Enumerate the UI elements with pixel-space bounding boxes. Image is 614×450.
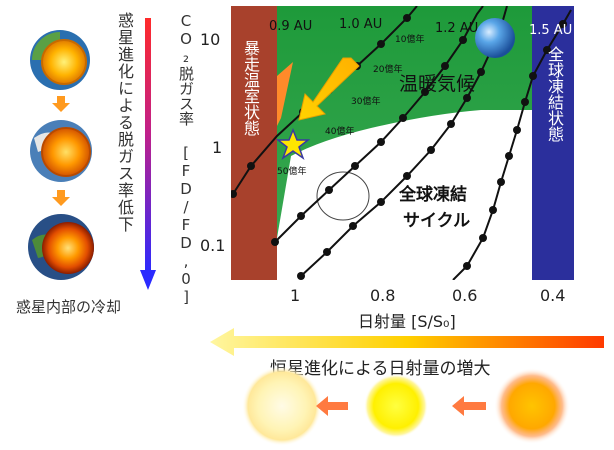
planet-cooled-icon (28, 214, 94, 280)
au-label: 0.9 AU (269, 19, 312, 34)
y-tick-label: 10 (200, 30, 221, 49)
age-label: 20億年 (373, 63, 402, 75)
young-sun-icon (494, 368, 570, 444)
y-axis-label: CO₂脱ガス率 [FD/FD,0] (177, 12, 195, 306)
future-sun-icon (242, 366, 322, 446)
planet-middle-icon (30, 120, 92, 182)
left-arrow-icon (316, 396, 348, 416)
planet-caption: 惑星内部の冷却 (16, 298, 122, 316)
au-label: 1.5 AU (529, 23, 572, 38)
age-label: 40億年 (325, 125, 354, 137)
evolution-direction-arrow (298, 57, 360, 121)
x-tick-label: 0.8 (370, 286, 396, 305)
au-label: 1.2 AU (435, 21, 478, 36)
climate-regime-diagram: 0.9 AU 1.0 AU 1.2 AU 1.5 AU 10億年 20億年 30… (231, 6, 574, 280)
age-label: 50億年 (277, 165, 306, 177)
warm-climate-label: 温暖気候 (399, 73, 475, 95)
snowball-cycle-label: 全球凍結 (398, 184, 467, 205)
current-earth-star-icon (275, 127, 311, 160)
down-arrow-icon (52, 190, 70, 206)
x-tick-label: 1 (290, 286, 301, 305)
left-arrow-icon (452, 396, 486, 416)
x-axis-label: 日射量 [S/S₀] (358, 312, 456, 331)
sun-evolution-row (242, 366, 570, 446)
snowball-state-region (532, 6, 574, 280)
runaway-greenhouse-label: 暴走温室状態 (241, 40, 260, 136)
outgassing-arrow-label: 惑星進化による脱ガス率低下 (115, 12, 134, 233)
x-tick-label: 0.6 (452, 286, 478, 305)
y-tick-label: 0.1 (200, 236, 226, 255)
age-label: 10億年 (395, 33, 424, 45)
y-tick-label: 1 (212, 138, 223, 157)
snowball-cycle-label: サイクル (403, 211, 470, 231)
au-label: 1.0 AU (339, 17, 382, 32)
stellar-insolation-arrow (210, 328, 604, 356)
frozen-planet-icon (475, 18, 515, 58)
snowball-state-label: 全球凍結状態 (545, 46, 564, 142)
down-arrow-icon (52, 96, 70, 112)
stellar-arrow-label: 恒星進化による日射量の増大 (270, 359, 491, 379)
present-sun-icon (364, 374, 428, 438)
age-label: 30億年 (351, 95, 380, 107)
runaway-greenhouse-region (231, 6, 277, 280)
planet-young-icon (30, 30, 90, 90)
outgassing-decrease-arrow (140, 18, 156, 290)
x-tick-label: 0.4 (540, 286, 566, 305)
